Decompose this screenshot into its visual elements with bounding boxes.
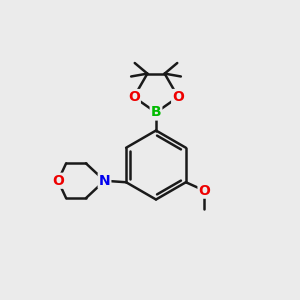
Text: B: B <box>151 106 161 119</box>
Text: N: N <box>99 174 110 188</box>
Text: O: O <box>199 184 210 198</box>
Text: O: O <box>172 90 184 104</box>
Text: O: O <box>52 174 64 188</box>
Text: O: O <box>128 90 140 104</box>
